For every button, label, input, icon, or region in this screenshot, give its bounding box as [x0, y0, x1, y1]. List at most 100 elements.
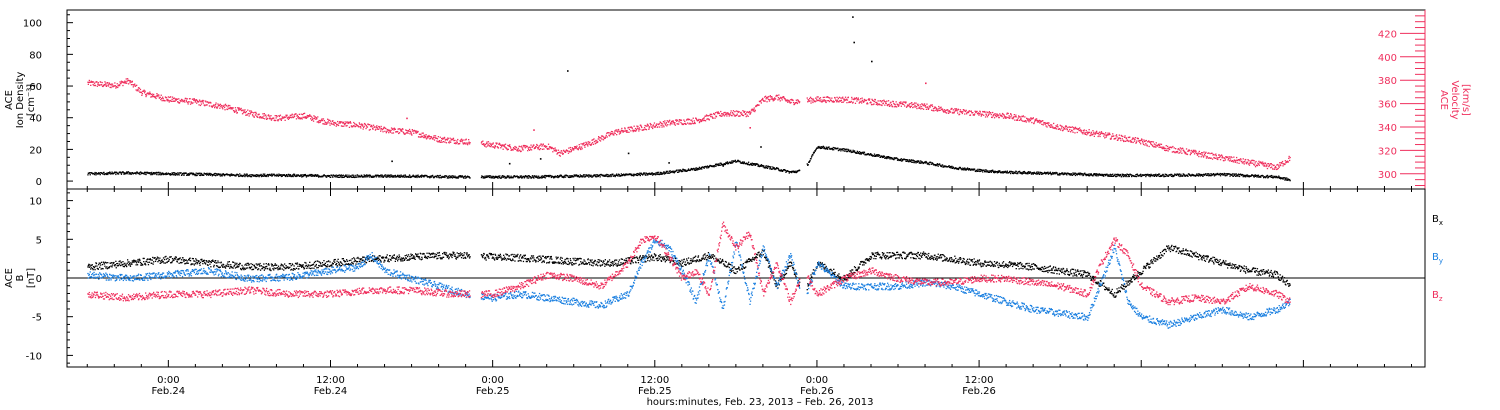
- density-point: [842, 150, 844, 152]
- velocity-point: [959, 109, 962, 111]
- density-point: [942, 166, 945, 168]
- velocity-point: [90, 84, 92, 86]
- velocity-point: [407, 130, 409, 132]
- velocity-point: [1133, 140, 1136, 142]
- density-point: [1082, 174, 1085, 176]
- velocity-point: [345, 122, 347, 125]
- velocity-point: [810, 97, 813, 100]
- velocity-point: [815, 100, 817, 102]
- density-point: [382, 176, 385, 178]
- velocity-point: [376, 125, 378, 127]
- density-point: [151, 171, 153, 174]
- density-point: [370, 175, 372, 177]
- velocity-point: [1081, 132, 1084, 134]
- density-point: [355, 176, 358, 178]
- velocity-point: [1152, 145, 1154, 147]
- velocity-point: [678, 123, 680, 125]
- density-point: [334, 176, 336, 178]
- density-point: [736, 160, 738, 162]
- velocity-point: [383, 126, 386, 129]
- velocity-point: [931, 109, 933, 111]
- density-point: [574, 174, 576, 176]
- density-point: [1179, 175, 1181, 177]
- velocity-point: [347, 122, 349, 125]
- velocity-point: [152, 95, 154, 97]
- velocity-point: [1019, 118, 1022, 120]
- density-point: [160, 174, 162, 176]
- density-point: [527, 175, 529, 178]
- density-point: [436, 176, 438, 179]
- density-point: [499, 175, 501, 177]
- velocity-point: [105, 85, 107, 87]
- density-point: [912, 161, 914, 163]
- velocity-point: [1066, 128, 1068, 130]
- velocity-point: [647, 124, 649, 126]
- velocity-point: [714, 117, 716, 119]
- velocity-point: [550, 147, 552, 150]
- velocity-point: [173, 97, 176, 99]
- density-point: [832, 146, 834, 149]
- velocity-point: [533, 144, 535, 146]
- velocity-point: [699, 120, 701, 123]
- density-point: [516, 175, 518, 177]
- density-point: [106, 173, 108, 175]
- velocity-point: [866, 102, 868, 104]
- velocity-point: [104, 84, 107, 86]
- velocity-point: [638, 127, 640, 129]
- density-point: [255, 175, 257, 178]
- density-point: [337, 174, 339, 177]
- velocity-point: [447, 138, 449, 140]
- density-point: [794, 171, 797, 173]
- velocity-point: [1019, 116, 1021, 118]
- velocity-point: [663, 122, 666, 124]
- velocity-point: [276, 115, 278, 117]
- velocity-point: [1235, 160, 1237, 162]
- velocity-point: [108, 84, 110, 86]
- velocity-point: [684, 120, 686, 122]
- density-point: [409, 175, 411, 177]
- density-point: [372, 176, 374, 178]
- velocity-point: [313, 117, 316, 120]
- density-point: [964, 167, 966, 169]
- density-point: [1061, 172, 1063, 174]
- velocity-point: [988, 111, 990, 113]
- velocity-point: [922, 108, 925, 110]
- velocity-point: [774, 97, 776, 99]
- density-point: [1045, 173, 1047, 175]
- velocity-point: [712, 117, 714, 119]
- velocity-point: [565, 150, 567, 152]
- velocity-point: [487, 141, 490, 143]
- density-point: [974, 168, 976, 170]
- velocity-point: [671, 123, 673, 125]
- density-point: [258, 174, 260, 176]
- velocity-point: [726, 115, 728, 117]
- density-point: [620, 173, 622, 175]
- velocity-point: [1054, 127, 1057, 129]
- velocity-point: [353, 121, 355, 124]
- density-point: [679, 169, 682, 171]
- velocity-point: [1067, 126, 1069, 129]
- velocity-point: [521, 148, 524, 150]
- velocity-point: [1046, 122, 1049, 125]
- velocity-point: [532, 145, 534, 147]
- velocity-point: [195, 100, 197, 102]
- density-point: [896, 157, 898, 160]
- density-point: [928, 162, 930, 164]
- velocity-point: [267, 117, 269, 120]
- velocity-point: [1232, 161, 1234, 163]
- density-point: [1039, 171, 1041, 173]
- density-point: [905, 160, 907, 162]
- velocity-point: [779, 100, 781, 102]
- velocity-point: [380, 125, 382, 128]
- velocity-point: [657, 126, 659, 128]
- density-point: [1071, 173, 1073, 175]
- velocity-point: [263, 115, 265, 117]
- velocity-point: [1155, 142, 1157, 144]
- velocity-point: [296, 114, 299, 116]
- velocity-point: [709, 114, 711, 117]
- velocity-point: [315, 117, 317, 119]
- density-point: [291, 175, 293, 177]
- density-point: [1164, 173, 1166, 175]
- velocity-point: [529, 148, 532, 150]
- density-point: [295, 174, 298, 176]
